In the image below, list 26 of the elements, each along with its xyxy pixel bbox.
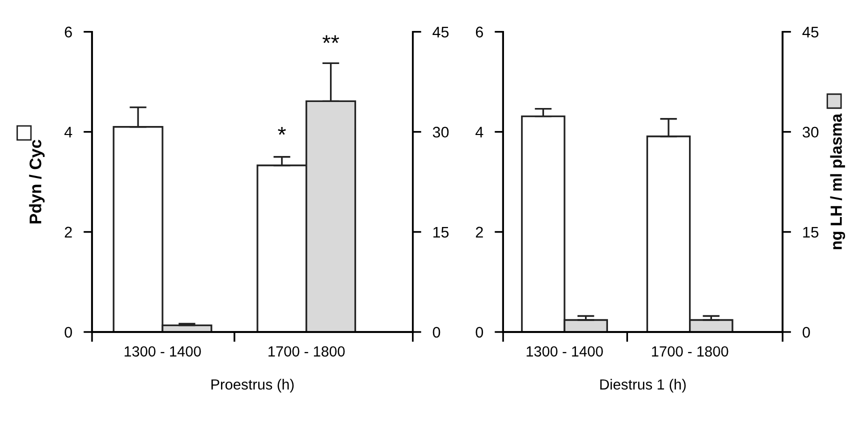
annotation: *	[278, 126, 286, 135]
y2-axis-title: ng LH / ml plasma	[830, 113, 846, 250]
x-tick-label: 1300 - 1400	[526, 346, 603, 357]
x-tick-label: 1700 - 1800	[268, 346, 345, 357]
y-axis-title: Pdyn / Cyc	[29, 140, 45, 224]
y-tick-label: 4	[64, 126, 72, 138]
y2-tick-label: 30	[432, 126, 449, 138]
x-tick-label: 1700 - 1800	[652, 346, 728, 357]
y-tick-label: 6	[476, 26, 483, 38]
y2-tick-label: 15	[803, 226, 818, 238]
y-tick-label: 4	[476, 126, 484, 138]
x-axis-title: Proestrus (h)	[211, 378, 294, 393]
x-tick-label: 1300 - 1400	[124, 346, 201, 357]
y2-tick-label: 45	[432, 26, 449, 38]
y-tick-label: 2	[64, 226, 72, 238]
y-tick-label: 0	[64, 326, 72, 338]
y-tick-label: 0	[476, 326, 484, 338]
y2-tick-label: 45	[802, 26, 818, 38]
y2-tick-label: 0	[802, 326, 810, 338]
y2-tick-label: 30	[802, 126, 818, 138]
y-tick-label: 6	[64, 26, 72, 38]
annotation: **	[322, 35, 340, 44]
y-tick-label: 2	[476, 226, 483, 238]
y2-tick-label: 0	[432, 326, 440, 338]
x-axis-title: Diestrus 1 (h)	[600, 378, 686, 393]
y2-tick-label: 15	[433, 226, 449, 238]
